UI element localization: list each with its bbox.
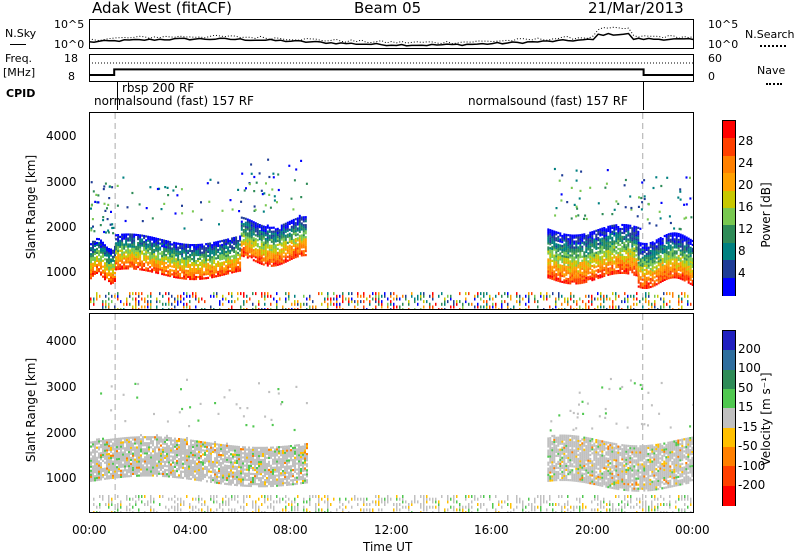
beam-label: Beam 05 bbox=[354, 0, 422, 17]
nsky-panel bbox=[89, 19, 694, 49]
velocity-colorbar-swatch bbox=[723, 389, 735, 410]
velocity-colorbar-tick: 100 bbox=[738, 361, 761, 375]
velocity-data-points bbox=[90, 377, 693, 512]
velocity-colorbar-swatch bbox=[723, 350, 735, 371]
nsearch-tick-bottom: 10^0 bbox=[708, 38, 739, 51]
nsky-series-line bbox=[89, 32, 694, 47]
velocity-colorbar-swatch bbox=[723, 485, 735, 506]
power-colorbar-swatch bbox=[723, 190, 735, 209]
x-tick-label: 12:00 bbox=[374, 523, 409, 537]
velocity-ytick-4000: 4000 bbox=[46, 334, 77, 348]
power-colorbar-swatch bbox=[723, 208, 735, 227]
velocity-colorbar-tick: -200 bbox=[738, 478, 766, 492]
date-label: 21/Mar/2013 bbox=[588, 0, 684, 17]
power-colorbar-tick: 8 bbox=[738, 244, 746, 258]
power-colorbar-swatch bbox=[723, 121, 735, 140]
cpid-divider-1 bbox=[117, 82, 118, 110]
nsearch-dotted-line bbox=[760, 45, 786, 47]
velocity-colorbar bbox=[722, 330, 736, 506]
velocity-colorbar-swatch bbox=[723, 427, 735, 448]
nave-label: Nave bbox=[757, 64, 786, 77]
velocity-colorbar-label: Velocity [m s⁻¹] bbox=[759, 372, 773, 466]
nsearch-tick-top: 10^5 bbox=[708, 18, 739, 31]
x-tick-label: 00:00 bbox=[675, 523, 710, 537]
x-tick-label: 04:00 bbox=[173, 523, 208, 537]
velocity-colorbar-tick: -100 bbox=[738, 459, 766, 473]
power-colorbar-tick: 12 bbox=[738, 222, 754, 236]
power-colorbar-swatch bbox=[723, 138, 735, 157]
freq-tick-top: 18 bbox=[64, 52, 78, 65]
nave-tick-bottom: 0 bbox=[708, 70, 715, 83]
nave-tick-top: 60 bbox=[708, 52, 722, 65]
nsky-tick-bottom: 10^0 bbox=[54, 38, 85, 51]
nsearch-series-line bbox=[89, 26, 694, 45]
cpid-divider-2 bbox=[643, 82, 644, 110]
nsky-trace bbox=[89, 26, 694, 47]
freq-label: Freq. bbox=[5, 52, 33, 65]
nsky-tick-top: 10^5 bbox=[54, 18, 85, 31]
chart-title: Adak West (fitACF) bbox=[92, 0, 232, 17]
power-colorbar-tick: 16 bbox=[738, 200, 754, 214]
x-tick-label: 16:00 bbox=[474, 523, 509, 537]
velocity-colorbar-tick: -50 bbox=[738, 439, 758, 453]
freq-trace bbox=[89, 62, 694, 76]
cpid-segment-1: normalsound (fast) 157 RF bbox=[94, 94, 254, 108]
power-colorbar-swatch bbox=[723, 225, 735, 244]
power-colorbar-swatch bbox=[723, 242, 735, 262]
power-ytick-4000: 4000 bbox=[46, 129, 77, 143]
power-ylabel: Slant Range [km] bbox=[24, 154, 38, 260]
velocity-ylabel: Slant Range [km] bbox=[24, 357, 38, 463]
cpid-segment-3: normalsound (fast) 157 RF bbox=[468, 94, 628, 108]
freq-unit: [MHz] bbox=[3, 66, 36, 79]
power-colorbar-tick: 28 bbox=[738, 134, 754, 148]
power-colorbar-tick: 24 bbox=[738, 156, 754, 170]
freq-panel bbox=[89, 54, 694, 82]
cpid-segment-2: rbsp 200 RF bbox=[122, 81, 195, 95]
velocity-colorbar-tick: -15 bbox=[738, 420, 758, 434]
velocity-colorbar-swatch bbox=[723, 331, 735, 352]
velocity-colorbar-tick: 200 bbox=[738, 342, 761, 356]
cpid-label: CPID bbox=[6, 87, 36, 100]
velocity-colorbar-swatch bbox=[723, 369, 735, 390]
power-colorbar-swatch bbox=[723, 277, 735, 296]
power-data-points bbox=[90, 158, 693, 309]
power-ytick-2000: 2000 bbox=[46, 220, 77, 234]
nsky-label: N.Sky bbox=[5, 27, 37, 40]
x-tick-label: 00:00 bbox=[72, 523, 107, 537]
velocity-colorbar-swatch bbox=[723, 447, 735, 468]
velocity-ytick-3000: 3000 bbox=[46, 380, 77, 394]
velocity-scatter bbox=[90, 314, 693, 512]
power-colorbar-swatch bbox=[723, 173, 735, 192]
power-ytick-3000: 3000 bbox=[46, 175, 77, 189]
velocity-colorbar-tick: 50 bbox=[738, 381, 754, 395]
velocity-ytick-1000: 1000 bbox=[46, 471, 77, 485]
power-scatter bbox=[90, 113, 693, 309]
velocity-colorbar-swatch bbox=[723, 408, 735, 429]
power-colorbar-swatch bbox=[723, 155, 735, 175]
power-colorbar-swatch bbox=[723, 260, 735, 279]
velocity-colorbar-tick: 15 bbox=[738, 400, 754, 414]
velocity-colorbar-swatch bbox=[723, 466, 735, 487]
x-axis-label: Time UT bbox=[363, 540, 413, 554]
nsky-underline bbox=[10, 44, 26, 45]
power-ytick-1000: 1000 bbox=[46, 265, 77, 279]
power-colorbar-label: Power [dB] bbox=[759, 182, 773, 248]
nsearch-label: N.Search bbox=[745, 28, 795, 41]
x-tick-label: 20:00 bbox=[575, 523, 610, 537]
power-colorbar bbox=[722, 120, 736, 296]
x-tick-label: 08:00 bbox=[273, 523, 308, 537]
freq-tick-bottom: 8 bbox=[68, 70, 75, 83]
nave-dotted-line bbox=[766, 83, 782, 85]
freq-series-line bbox=[89, 68, 694, 76]
velocity-ytick-2000: 2000 bbox=[46, 426, 77, 440]
power-colorbar-tick: 4 bbox=[738, 266, 746, 280]
power-colorbar-tick: 20 bbox=[738, 178, 754, 192]
